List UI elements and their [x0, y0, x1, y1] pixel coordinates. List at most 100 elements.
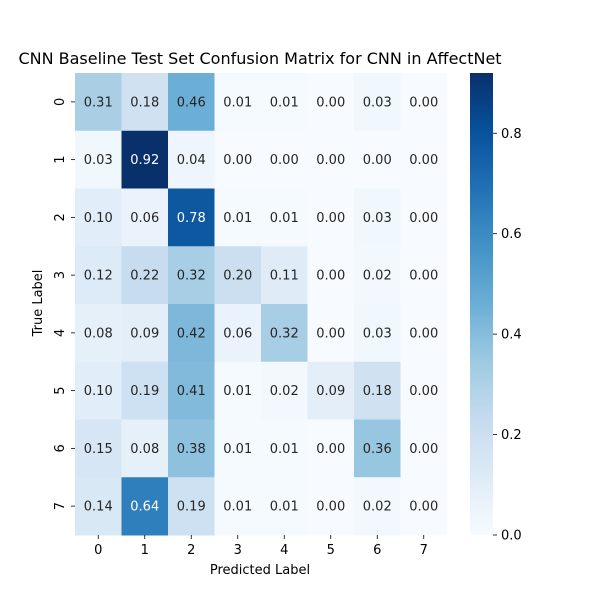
heatmap-cell-r7-c5 [307, 477, 355, 536]
cell-value-r5-c0: 0.10 [84, 384, 113, 399]
heatmap-cell-r5-c2 [168, 361, 215, 420]
cell-value-r6-c0: 0.15 [84, 442, 113, 457]
cell-value-r1-c3: 0.00 [223, 153, 252, 168]
heatmap-cell-r1-c3 [214, 130, 262, 189]
heatmap-cell-r4-c0 [75, 304, 122, 363]
y-tick-label-5: 5 [53, 386, 68, 394]
cell-value-r4-c2: 0.42 [177, 326, 206, 341]
y-tick-label-4: 4 [53, 329, 68, 337]
x-tick-label-0: 0 [94, 543, 102, 558]
cell-value-r0-c3: 0.01 [223, 95, 252, 110]
heatmap-cell-r2-c3 [214, 188, 262, 247]
cell-value-r3-c3: 0.20 [223, 269, 252, 284]
heatmap-cell-r5-c5 [307, 361, 355, 420]
heatmap-cell-r7-c7 [400, 477, 448, 536]
chart-title: CNN Baseline Test Set Confusion Matrix f… [18, 49, 501, 68]
heatmap-cell-r7-c6 [354, 477, 401, 536]
cell-value-r2-c0: 0.10 [84, 211, 113, 226]
heatmap-cell-r3-c4 [261, 246, 308, 305]
heatmap-cell-r2-c7 [400, 188, 448, 247]
heatmap-cell-r7-c2 [168, 477, 215, 536]
heatmap-cell-r6-c7 [400, 419, 448, 478]
heatmap-cell-r4-c6 [354, 304, 401, 363]
heatmap-cell-r6-c2 [168, 419, 215, 478]
cell-value-r5-c6: 0.18 [363, 384, 392, 399]
heatmap-cell-r0-c5 [307, 73, 355, 132]
x-axis: 0 1 2 3 4 5 6 7 [94, 535, 428, 558]
cell-value-r4-c7: 0.00 [409, 326, 438, 341]
heatmap-cell-r4-c4 [261, 304, 308, 363]
cell-value-r1-c5: 0.00 [316, 153, 345, 168]
y-tick-label-6: 6 [53, 444, 68, 452]
heatmap-cell-r0-c4 [261, 73, 308, 132]
heatmap-cell-r6-c6 [354, 419, 401, 478]
heatmap-cell-r3-c3 [214, 246, 262, 305]
heatmap-cell-r2-c6 [354, 188, 401, 247]
heatmap-cell-r5-c6 [354, 361, 401, 420]
heatmap-cell-r1-c0 [75, 130, 122, 189]
cell-value-r2-c3: 0.01 [223, 211, 252, 226]
heatmap-cell-r6-c1 [121, 419, 169, 478]
cell-value-r2-c6: 0.03 [363, 211, 392, 226]
cell-value-r5-c7: 0.00 [409, 384, 438, 399]
x-tick-label-4: 4 [280, 543, 288, 558]
cell-value-r1-c1: 0.92 [130, 153, 159, 168]
x-tick-label-7: 7 [420, 543, 428, 558]
cell-value-r1-c2: 0.04 [177, 153, 206, 168]
cell-value-r4-c1: 0.09 [130, 326, 159, 341]
cell-value-r6-c4: 0.01 [270, 442, 299, 457]
colorbar-tick-label-1: 0.2 [501, 428, 522, 443]
cell-value-r3-c0: 0.12 [84, 269, 113, 284]
cell-value-r0-c7: 0.00 [409, 95, 438, 110]
heatmap-cell-r0-c6 [354, 73, 401, 132]
heatmap-cell-r3-c6 [354, 246, 401, 305]
heatmap-cell-r2-c0 [75, 188, 122, 247]
y-axis: 0 1 2 3 4 5 6 7 [53, 98, 75, 510]
heatmap-cell-r3-c5 [307, 246, 355, 305]
cell-value-r5-c4: 0.02 [270, 384, 299, 399]
cell-value-r0-c6: 0.03 [363, 95, 392, 110]
heatmap-cell-r0-c0 [75, 73, 122, 132]
cell-value-r4-c3: 0.06 [223, 326, 252, 341]
heatmap-cell-r5-c4 [261, 361, 308, 420]
heatmap-cell-r0-c3 [214, 73, 262, 132]
cell-value-r5-c3: 0.01 [223, 384, 252, 399]
heatmap-cell-r4-c2 [168, 304, 215, 363]
y-tick-label-1: 1 [53, 155, 68, 163]
cell-value-r0-c4: 0.01 [270, 95, 299, 110]
cell-value-r6-c7: 0.00 [409, 442, 438, 457]
heatmap-cell-r0-c1 [121, 73, 169, 132]
x-axis-label: Predicted Label [210, 563, 310, 578]
cell-value-r5-c5: 0.09 [316, 384, 345, 399]
cell-value-r4-c0: 0.08 [84, 326, 113, 341]
cell-value-r4-c4: 0.32 [270, 326, 299, 341]
heatmap-cell-r1-c4 [261, 130, 308, 189]
cell-value-r1-c0: 0.03 [84, 153, 113, 168]
cell-value-r2-c5: 0.00 [316, 211, 345, 226]
heatmap-cell-r2-c5 [307, 188, 355, 247]
cell-value-r3-c7: 0.00 [409, 269, 438, 284]
cell-value-r3-c4: 0.11 [270, 269, 299, 284]
colorbar-tick-label-0: 0.0 [501, 529, 522, 544]
y-axis-label: True Label [31, 270, 46, 338]
cell-value-r6-c1: 0.08 [130, 442, 159, 457]
heatmap-cell-r7-c0 [75, 477, 122, 536]
heatmap-cell-r3-c2 [168, 246, 215, 305]
cell-value-r1-c7: 0.00 [409, 153, 438, 168]
heatmap-cell-r4-c7 [400, 304, 448, 363]
cell-value-r5-c1: 0.19 [130, 384, 159, 399]
cell-value-r2-c7: 0.00 [409, 211, 438, 226]
heatmap-cell-r6-c5 [307, 419, 355, 478]
colorbar-tick-label-4: 0.8 [501, 127, 522, 142]
x-tick-label-2: 2 [187, 543, 195, 558]
cell-value-r7-c1: 0.64 [130, 500, 159, 515]
cell-value-r0-c5: 0.00 [316, 95, 345, 110]
heatmap-cell-r0-c7 [400, 73, 448, 132]
heatmap-cell-r4-c5 [307, 304, 355, 363]
heatmap-cell-r4-c1 [121, 304, 169, 363]
heatmap-cell-r5-c1 [121, 361, 169, 420]
heatmap-cell-r3-c0 [75, 246, 122, 305]
cell-value-r6-c6: 0.36 [363, 442, 392, 457]
colorbar: 0.0 0.2 0.4 0.6 0.8 [470, 73, 522, 544]
